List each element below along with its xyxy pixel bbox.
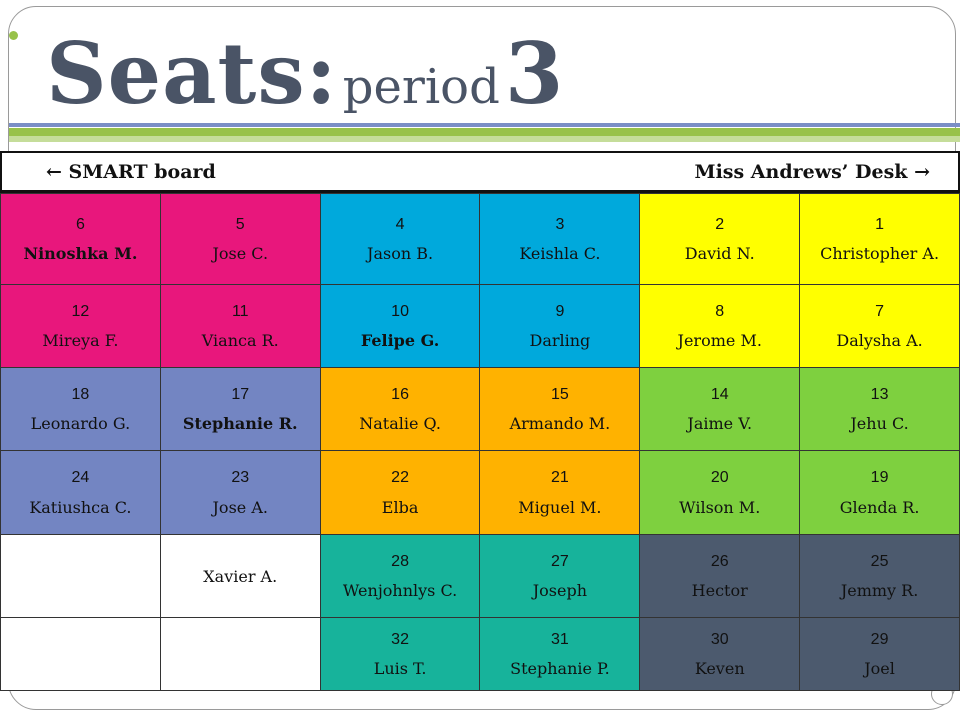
seat-row: 6 Ninoshka M. 5 Jose C. 4 Jason B. 3 Keishla…: [0, 193, 960, 285]
seat: 31 Stephanie P.: [479, 617, 641, 691]
seat: 17 Stephanie R.: [159, 367, 321, 451]
teacher-desk-label: Miss Andrews’ Desk →: [694, 161, 930, 183]
seat: 13 Jehu C.: [799, 367, 960, 451]
seat: 8 Jerome M.: [639, 284, 801, 368]
title-underline-lightgreen: [9, 136, 960, 142]
seat: 4 Jason B.: [319, 193, 481, 285]
seat: 32 Luis T.: [319, 617, 481, 691]
seat: 3 Keishla C.: [479, 193, 641, 285]
seat: 24 Katiushca C.: [0, 450, 161, 535]
seat-row: 32 Luis T. 31 Stephanie P. 30 Keven 29 Joel: [0, 617, 960, 691]
title-underline-blue: [9, 123, 960, 127]
front-of-room-bar: ← SMART board Miss Andrews’ Desk →: [0, 151, 960, 193]
seat: 10 Felipe G.: [319, 284, 481, 368]
seat: 12 Mireya F.: [0, 284, 161, 368]
empty-seat: [0, 617, 161, 691]
seat-row: 24 Katiushca C. 23 Jose A. 22 Elba 21 Miguel…: [0, 450, 960, 535]
seat: 9 Darling: [479, 284, 641, 368]
seat: 28 Wenjohnlys C.: [319, 534, 481, 618]
seat-row: 18 Leonardo G. 17 Stephanie R. 16 Natalie Q…: [0, 367, 960, 451]
seat: 26 Hector: [639, 534, 801, 618]
seat: 7 Dalysha A.: [799, 284, 960, 368]
seat: 2 David N.: [639, 193, 801, 285]
seat: 29 Joel: [799, 617, 960, 691]
title-period-number: 3: [504, 24, 565, 123]
seat: 1 Christopher A.: [799, 193, 960, 285]
seat: 6 Ninoshka M.: [0, 193, 161, 285]
seat: 5 Jose C.: [159, 193, 321, 285]
seat: 18 Leonardo G.: [0, 367, 161, 451]
seat: 25 Jemmy R.: [799, 534, 960, 618]
seat: 22 Elba: [319, 450, 481, 535]
seat: 30 Keven: [639, 617, 801, 691]
seat: 15 Armando M.: [479, 367, 641, 451]
slide-title: Seats: period 3: [46, 32, 564, 116]
seat-row: 12 Mireya F. 11 Vianca R. 10 Felipe G. 9 Dar…: [0, 284, 960, 368]
empty-seat: [0, 534, 161, 618]
seat: 20 Wilson M.: [639, 450, 801, 535]
seat: 11 Vianca R.: [159, 284, 321, 368]
title-sub: period: [342, 59, 500, 115]
seat: 19 Glenda R.: [799, 450, 960, 535]
title-main: Seats:: [46, 24, 338, 123]
seat-row: Xavier A. 28 Wenjohnlys C. 27 Joseph 26 Hec…: [0, 534, 960, 618]
seat: 23 Jose A.: [159, 450, 321, 535]
seating-chart: 6 Ninoshka M. 5 Jose C. 4 Jason B. 3 Keishla…: [0, 193, 960, 691]
seat: Xavier A.: [159, 534, 321, 618]
green-bullet-dot: [9, 31, 18, 40]
seat: 14 Jaime V.: [639, 367, 801, 451]
seat: 21 Miguel M.: [479, 450, 641, 535]
seat: 16 Natalie Q.: [319, 367, 481, 451]
title-underline-green: [9, 128, 960, 136]
smart-board-label: ← SMART board: [46, 161, 216, 183]
seat: 27 Joseph: [479, 534, 641, 618]
empty-seat: [159, 617, 321, 691]
